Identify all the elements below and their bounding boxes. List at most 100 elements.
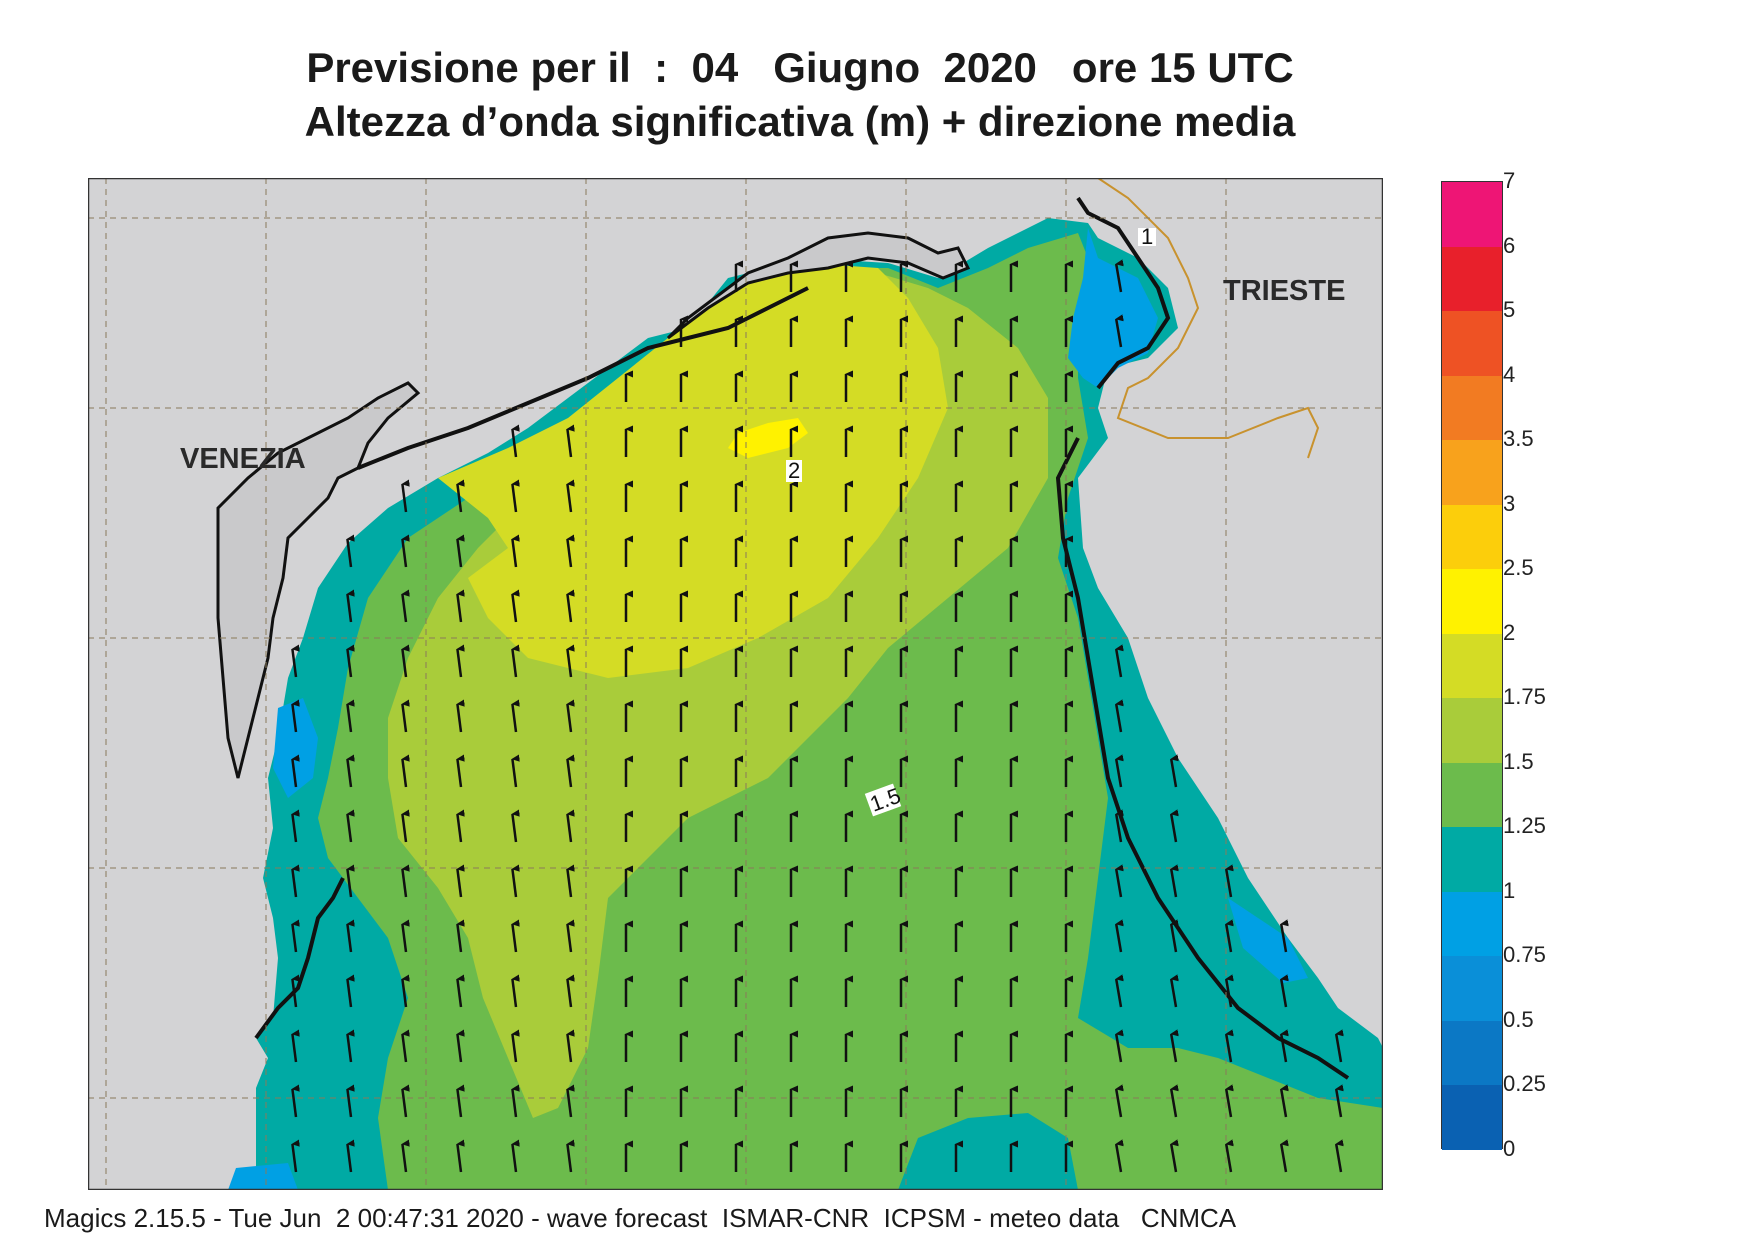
wave-direction-arrow xyxy=(1224,1144,1231,1173)
legend-swatch xyxy=(1442,440,1502,506)
wave-direction-arrow xyxy=(511,649,516,678)
wave-direction-arrow xyxy=(456,979,461,1008)
wave-direction-arrow xyxy=(346,814,351,843)
wave-direction-arrow xyxy=(566,979,571,1008)
wave-direction-arrow xyxy=(1224,869,1231,898)
wave-direction-arrow xyxy=(401,1034,406,1063)
wave-direction-arrow xyxy=(1169,869,1176,898)
wave-direction-arrow xyxy=(566,649,571,678)
wave-direction-arrow xyxy=(456,649,461,678)
wave-direction-arrow xyxy=(566,869,571,898)
legend-tick-label: 6 xyxy=(1503,232,1516,258)
wave-direction-arrow xyxy=(1224,1089,1231,1118)
legend-tick-label: 5 xyxy=(1503,297,1516,323)
wave-direction-arrow xyxy=(1114,1144,1121,1173)
legend-tick-label: 3 xyxy=(1503,490,1516,516)
wave-direction-arrow xyxy=(566,704,571,733)
wave-direction-arrow xyxy=(346,1089,351,1118)
wave-direction-arrow xyxy=(401,924,406,953)
wave-direction-arrow xyxy=(1334,1089,1341,1118)
wave-direction-arrow xyxy=(291,1034,296,1063)
zone-1-south xyxy=(898,1113,1078,1190)
wave-direction-arrow xyxy=(291,649,296,678)
wave-direction-arrow xyxy=(346,869,351,898)
wave-direction-arrow xyxy=(346,649,351,678)
legend-swatch xyxy=(1442,375,1502,441)
wave-direction-arrow xyxy=(1279,979,1286,1008)
wave-direction-arrow xyxy=(401,539,406,568)
footer-credits: Magics 2.15.5 - Tue Jun 2 00:47:31 2020 … xyxy=(44,1203,1237,1233)
wave-direction-arrow xyxy=(1114,759,1121,788)
title-line-2: Altezza d’onda significativa (m) + direz… xyxy=(304,98,1296,145)
svg-text:1: 1 xyxy=(1141,224,1153,249)
svg-text:2: 2 xyxy=(788,458,800,483)
wave-direction-arrow xyxy=(511,869,516,898)
legend-swatch xyxy=(1442,1085,1502,1151)
wave-direction-arrow xyxy=(456,539,461,568)
wave-direction-arrow xyxy=(456,484,461,513)
wave-direction-arrow xyxy=(566,484,571,513)
legend-swatch xyxy=(1442,569,1502,635)
wave-direction-arrow xyxy=(1279,924,1286,953)
legend-swatch xyxy=(1442,891,1502,957)
wave-direction-arrow xyxy=(511,704,516,733)
wave-direction-arrow xyxy=(346,704,351,733)
legend-tick-label: 0.75 xyxy=(1503,942,1546,968)
coastline-trieste xyxy=(1076,196,1171,390)
wave-direction-arrow xyxy=(456,1144,461,1173)
map-frame xyxy=(88,178,1383,1190)
wave-direction-arrow xyxy=(1334,1034,1341,1063)
wave-direction-arrow xyxy=(511,814,516,843)
legend-tick-label: 3.5 xyxy=(1503,426,1534,452)
wave-direction-arrow xyxy=(291,869,296,898)
wave-direction-arrow xyxy=(456,924,461,953)
wave-direction-arrow xyxy=(456,704,461,733)
legend-tick-label: 1 xyxy=(1503,877,1516,903)
legend-tick-label: 0.5 xyxy=(1503,1006,1534,1032)
wave-direction-arrow xyxy=(456,1034,461,1063)
wave-direction-arrow xyxy=(401,1089,406,1118)
wave-direction-arrow xyxy=(1169,814,1176,843)
wave-direction-arrow xyxy=(346,1144,351,1173)
wave-direction-arrow xyxy=(511,924,516,953)
legend-tick-label: 1.75 xyxy=(1503,684,1546,710)
wave-direction-arrow xyxy=(1114,1089,1121,1118)
wave-direction-arrow xyxy=(1114,319,1121,348)
wave-direction-arrow xyxy=(401,869,406,898)
legend-swatch xyxy=(1442,762,1502,828)
wave-direction-arrow xyxy=(566,1144,571,1173)
wave-direction-arrow xyxy=(511,1144,516,1173)
wave-direction-arrow xyxy=(401,704,406,733)
wave-direction-arrow xyxy=(566,759,571,788)
wave-direction-arrow xyxy=(1169,1034,1176,1063)
coastline-west xyxy=(357,286,809,470)
wave-direction-arrows xyxy=(291,264,1341,1173)
wave-direction-arrow xyxy=(291,704,296,733)
legend-tick-label: 1.5 xyxy=(1503,748,1534,774)
wave-direction-arrow xyxy=(401,1144,406,1173)
wave-direction-arrow xyxy=(401,759,406,788)
wave-direction-arrow xyxy=(291,979,296,1008)
wave-direction-arrow xyxy=(1279,1144,1286,1173)
land-venezia xyxy=(216,381,421,779)
wave-direction-arrow xyxy=(1114,814,1121,843)
legend-swatch xyxy=(1442,827,1502,893)
wave-direction-arrow xyxy=(1169,759,1176,788)
wave-direction-arrow xyxy=(511,1034,516,1063)
wave-direction-arrow xyxy=(291,814,296,843)
legend-swatch xyxy=(1442,246,1502,312)
wave-direction-arrow xyxy=(566,924,571,953)
legend-tick-label: 2 xyxy=(1503,619,1516,645)
wave-direction-arrow xyxy=(1224,924,1231,953)
wave-height-map: VENEZIA TRIESTE 2 1.5 1 xyxy=(88,178,1383,1190)
coastline-south-west xyxy=(254,877,345,1040)
wave-direction-arrow xyxy=(456,594,461,623)
wave-direction-arrow xyxy=(1114,649,1121,678)
contour-label-2: 2 xyxy=(786,458,802,483)
zone-0-75-trieste xyxy=(1068,228,1158,388)
color-legend xyxy=(1441,181,1503,1151)
legend-swatch xyxy=(1442,1020,1502,1086)
city-label-venezia: VENEZIA xyxy=(180,443,306,475)
zone-1-75 xyxy=(438,263,948,678)
wave-direction-arrow xyxy=(1114,869,1121,898)
